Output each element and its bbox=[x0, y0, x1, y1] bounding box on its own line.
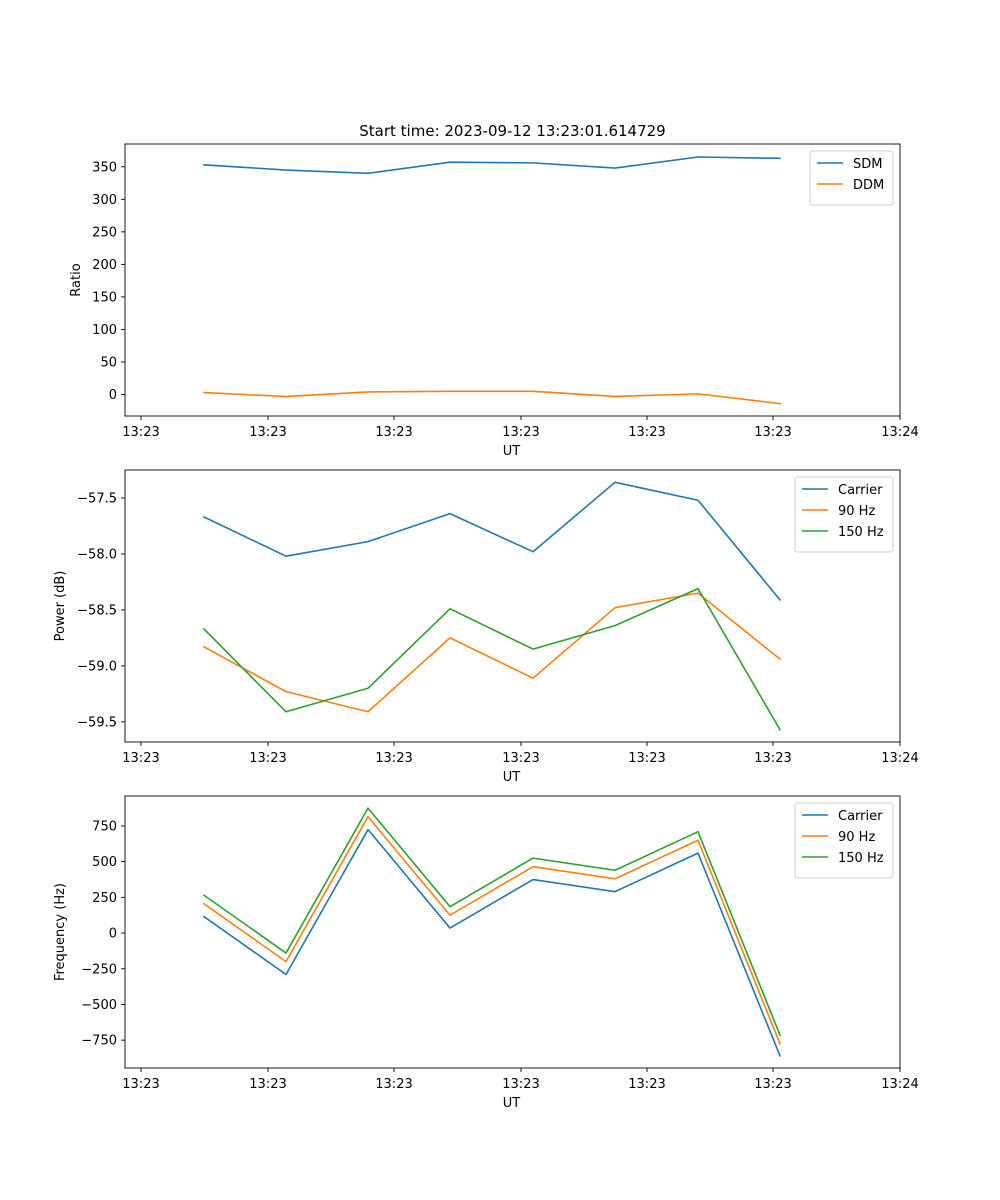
chart-panel-3: 13:23 13:23 13:23 13:23 13:23 13:23 13:24 −750 −… bbox=[53, 795, 919, 1111]
series-line-sdm bbox=[203, 156, 781, 175]
x-tick-label: 13:23 bbox=[502, 425, 539, 440]
legend-label: 150 Hz bbox=[838, 525, 884, 540]
series-line-150-hz bbox=[202, 807, 782, 1037]
legend-label: 150 Hz bbox=[838, 851, 884, 866]
axes-frame bbox=[124, 143, 901, 417]
chart-title: Start time: 2023-09-12 13:23:01.614729 bbox=[359, 122, 665, 140]
series-line-90-hz bbox=[202, 815, 782, 1045]
y-tick-label: 50 bbox=[100, 355, 117, 370]
y-tick-label: −250 bbox=[81, 962, 117, 977]
axes-frame bbox=[124, 469, 901, 743]
series-line-carrier bbox=[202, 481, 782, 601]
y-tick-label: 150 bbox=[92, 290, 117, 305]
y-tick-label: 500 bbox=[92, 855, 117, 870]
x-tick-label: 13:23 bbox=[754, 1077, 791, 1092]
x-tick-label: 13:23 bbox=[754, 751, 791, 766]
x-tick-label: 13:23 bbox=[628, 425, 665, 440]
y-axis-label: Power (dB) bbox=[53, 571, 68, 642]
legend-label: 90 Hz bbox=[838, 504, 875, 519]
y-tick-label: −750 bbox=[81, 1034, 117, 1049]
x-axis-label: UT bbox=[503, 1096, 521, 1111]
chart-panel-1: Start time: 2023-09-12 13:23:01.614729 13… bbox=[69, 122, 919, 459]
y-tick-label: −58.5 bbox=[77, 603, 117, 618]
y-tick-label: 750 bbox=[92, 819, 117, 834]
y-tick-label: 0 bbox=[109, 927, 117, 942]
y-tick-label: 350 bbox=[92, 160, 117, 175]
legend-box bbox=[794, 476, 894, 553]
legend-label: SDM bbox=[853, 157, 882, 172]
legend-label: 90 Hz bbox=[838, 830, 875, 845]
x-tick-label: 13:23 bbox=[375, 751, 412, 766]
x-tick-label: 13:23 bbox=[122, 1077, 159, 1092]
x-tick-label: 13:24 bbox=[881, 1077, 918, 1092]
x-axis-label: UT bbox=[503, 444, 521, 459]
x-tick-label: 13:23 bbox=[502, 1077, 539, 1092]
y-tick-label: −58.0 bbox=[77, 547, 117, 562]
x-tick-label: 13:23 bbox=[754, 425, 791, 440]
chart-panel-2: 13:23 13:23 13:23 13:23 13:23 13:23 13:24 −59.5… bbox=[53, 469, 919, 785]
x-tick-label: 13:24 bbox=[881, 751, 918, 766]
axes-frame bbox=[124, 795, 901, 1069]
series-line-ddm bbox=[203, 390, 781, 405]
legend-label: DDM bbox=[853, 178, 884, 193]
x-tick-label: 13:23 bbox=[122, 425, 159, 440]
x-tick-label: 13:23 bbox=[502, 751, 539, 766]
legend-label: Carrier bbox=[838, 809, 883, 824]
y-tick-label: −59.0 bbox=[77, 659, 117, 674]
y-tick-label: −59.5 bbox=[77, 715, 117, 730]
x-tick-label: 13:23 bbox=[122, 751, 159, 766]
series-line-carrier bbox=[202, 828, 782, 1057]
x-tick-label: 13:23 bbox=[628, 751, 665, 766]
legend-box bbox=[794, 802, 894, 879]
y-tick-label: 250 bbox=[92, 891, 117, 906]
plots: Start time: 2023-09-12 13:23:01.614729 13… bbox=[53, 122, 919, 1111]
y-axis-label: Ratio bbox=[69, 263, 84, 296]
y-tick-label: 250 bbox=[92, 225, 117, 240]
y-tick-label: 100 bbox=[92, 323, 117, 338]
x-axis-label: UT bbox=[503, 770, 521, 785]
y-tick-label: 200 bbox=[92, 258, 117, 273]
y-tick-label: 0 bbox=[109, 388, 117, 403]
y-axis-label: Frequency (Hz) bbox=[53, 883, 68, 981]
x-tick-label: 13:23 bbox=[249, 1077, 286, 1092]
y-tick-label: −500 bbox=[81, 998, 117, 1013]
series-line-150-hz bbox=[202, 587, 782, 731]
x-tick-label: 13:24 bbox=[881, 425, 918, 440]
legend-box bbox=[809, 150, 894, 206]
x-tick-label: 13:23 bbox=[375, 425, 412, 440]
x-tick-label: 13:23 bbox=[375, 1077, 412, 1092]
legend-label: Carrier bbox=[838, 483, 883, 498]
y-tick-label: 300 bbox=[92, 193, 117, 208]
y-tick-label: −57.5 bbox=[77, 491, 117, 506]
x-tick-label: 13:23 bbox=[628, 1077, 665, 1092]
x-tick-label: 13:23 bbox=[249, 425, 286, 440]
x-tick-label: 13:23 bbox=[249, 751, 286, 766]
